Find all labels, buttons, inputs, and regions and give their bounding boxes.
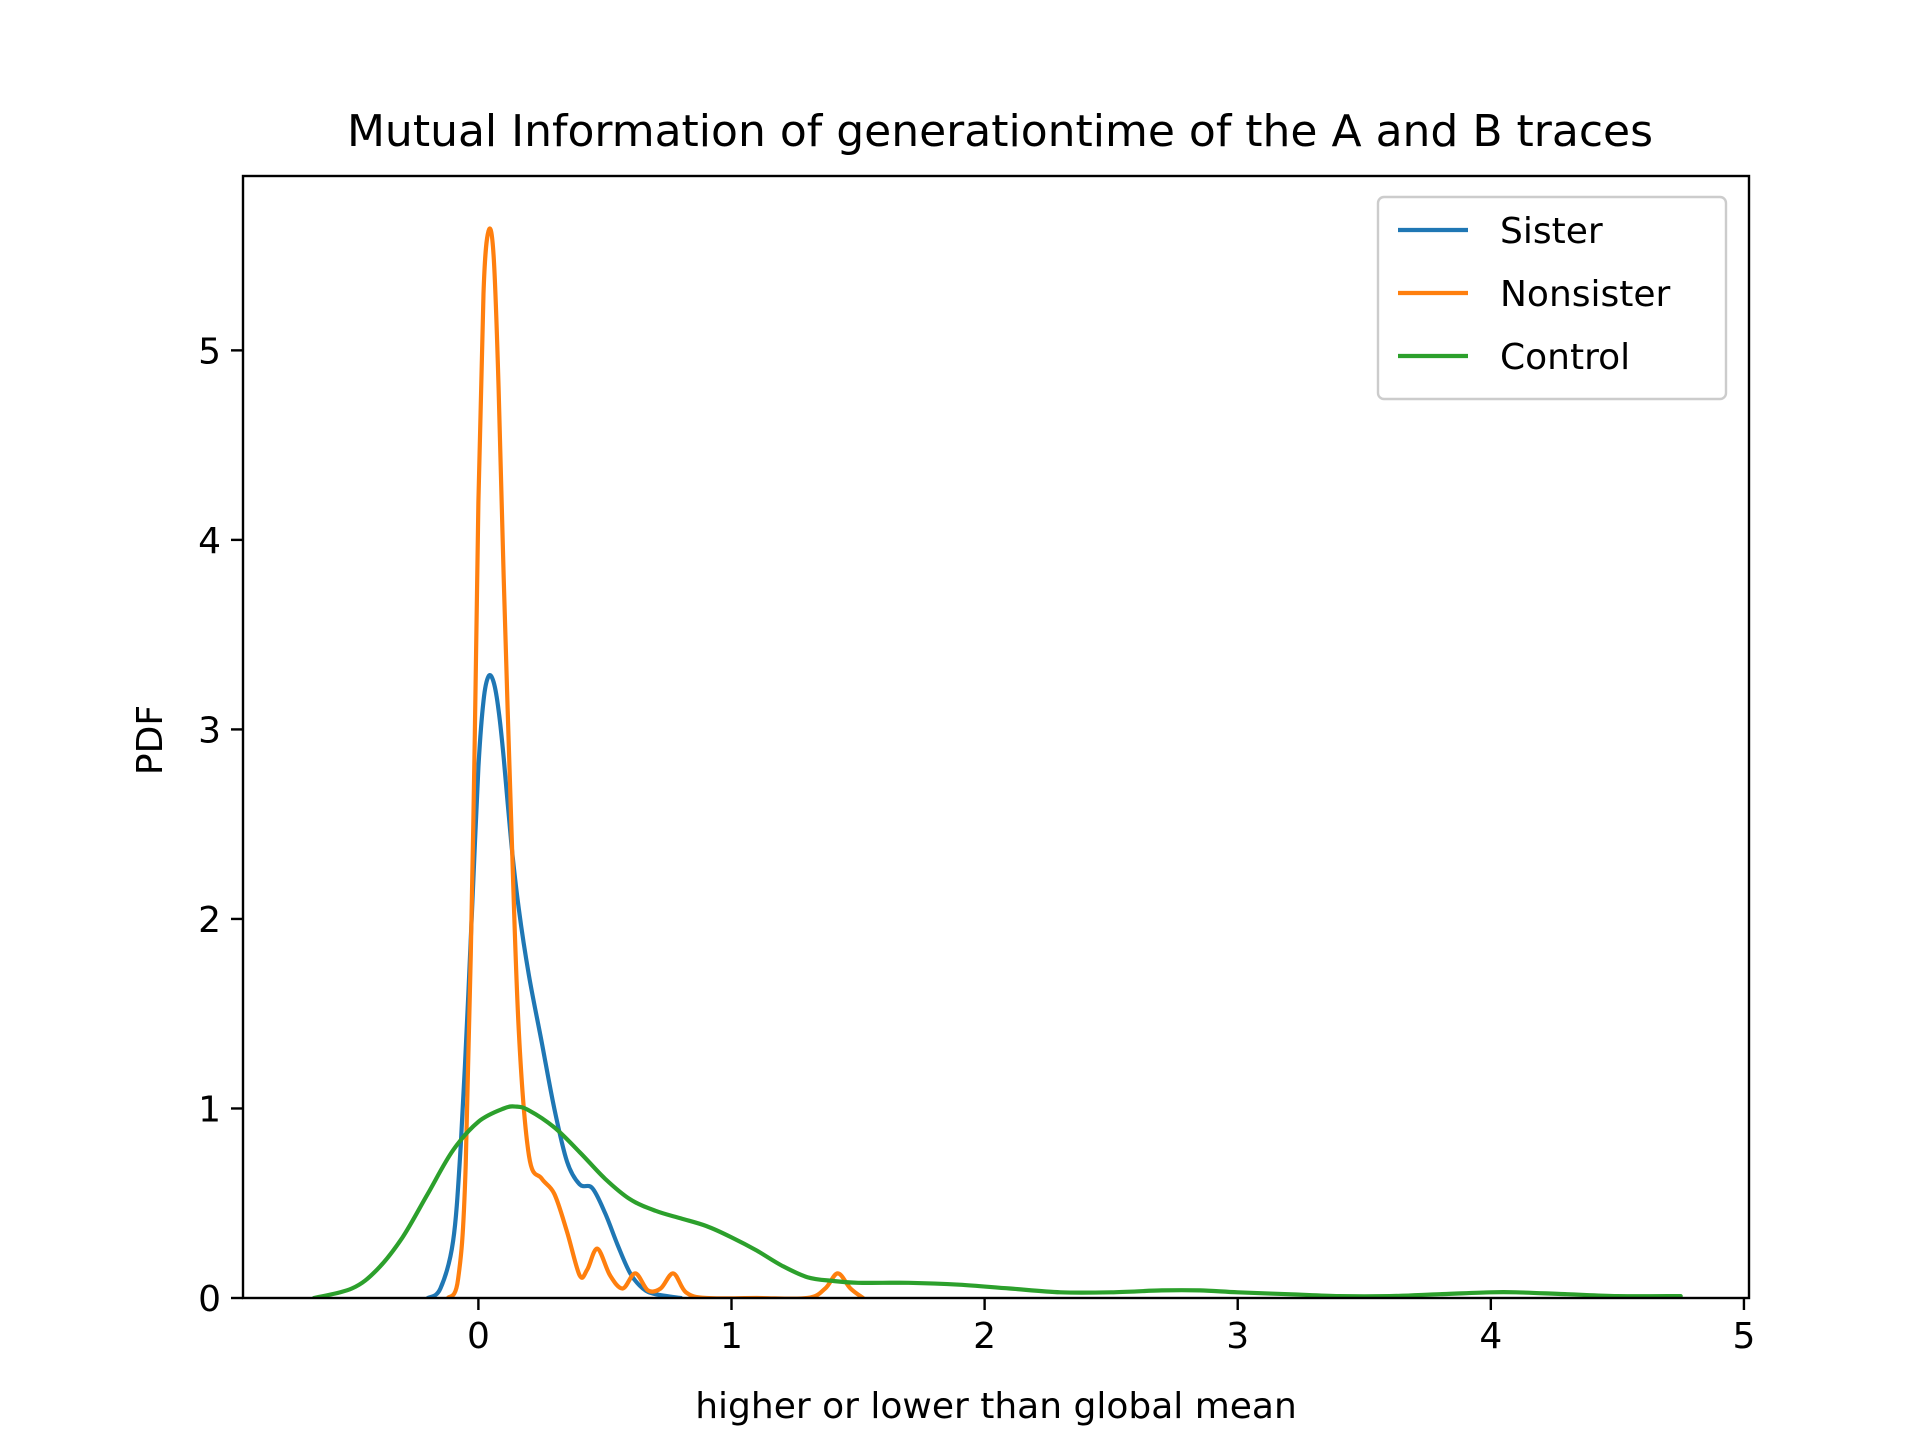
y-tick-label: 5 <box>198 331 221 372</box>
x-tick-label: 3 <box>1226 1316 1249 1357</box>
x-tick-label: 2 <box>973 1316 996 1357</box>
x-tick-label: 4 <box>1479 1316 1502 1357</box>
x-tick-label: 1 <box>720 1316 743 1357</box>
plot-frame <box>241 174 1751 1300</box>
x-axis-label: higher or lower than global mean <box>695 1386 1297 1427</box>
y-axis-ticks: 0 1 2 3 4 5 <box>198 331 243 1320</box>
x-axis-ticks: 0 1 2 3 4 5 <box>467 1298 1755 1357</box>
x-tick-label: 0 <box>467 1316 490 1357</box>
x-tick-label: 5 <box>1732 1316 1755 1357</box>
chart-title: Mutual Information of generationtime of … <box>347 106 1653 157</box>
y-tick-label: 4 <box>198 521 221 562</box>
y-tick-label: 1 <box>198 1089 221 1130</box>
y-tick-label: 0 <box>198 1279 221 1320</box>
legend-label-control: Control <box>1500 337 1630 378</box>
y-tick-label: 2 <box>198 900 221 941</box>
y-axis-label: PDF <box>130 705 171 775</box>
series-line-control <box>311 1104 1683 1298</box>
legend-label-sister: Sister <box>1500 211 1603 252</box>
legend: Sister Nonsister Control <box>1376 195 1728 401</box>
legend-label-nonsister: Nonsister <box>1500 274 1671 315</box>
legend-frame <box>1376 195 1728 401</box>
y-tick-label: 3 <box>198 710 221 751</box>
